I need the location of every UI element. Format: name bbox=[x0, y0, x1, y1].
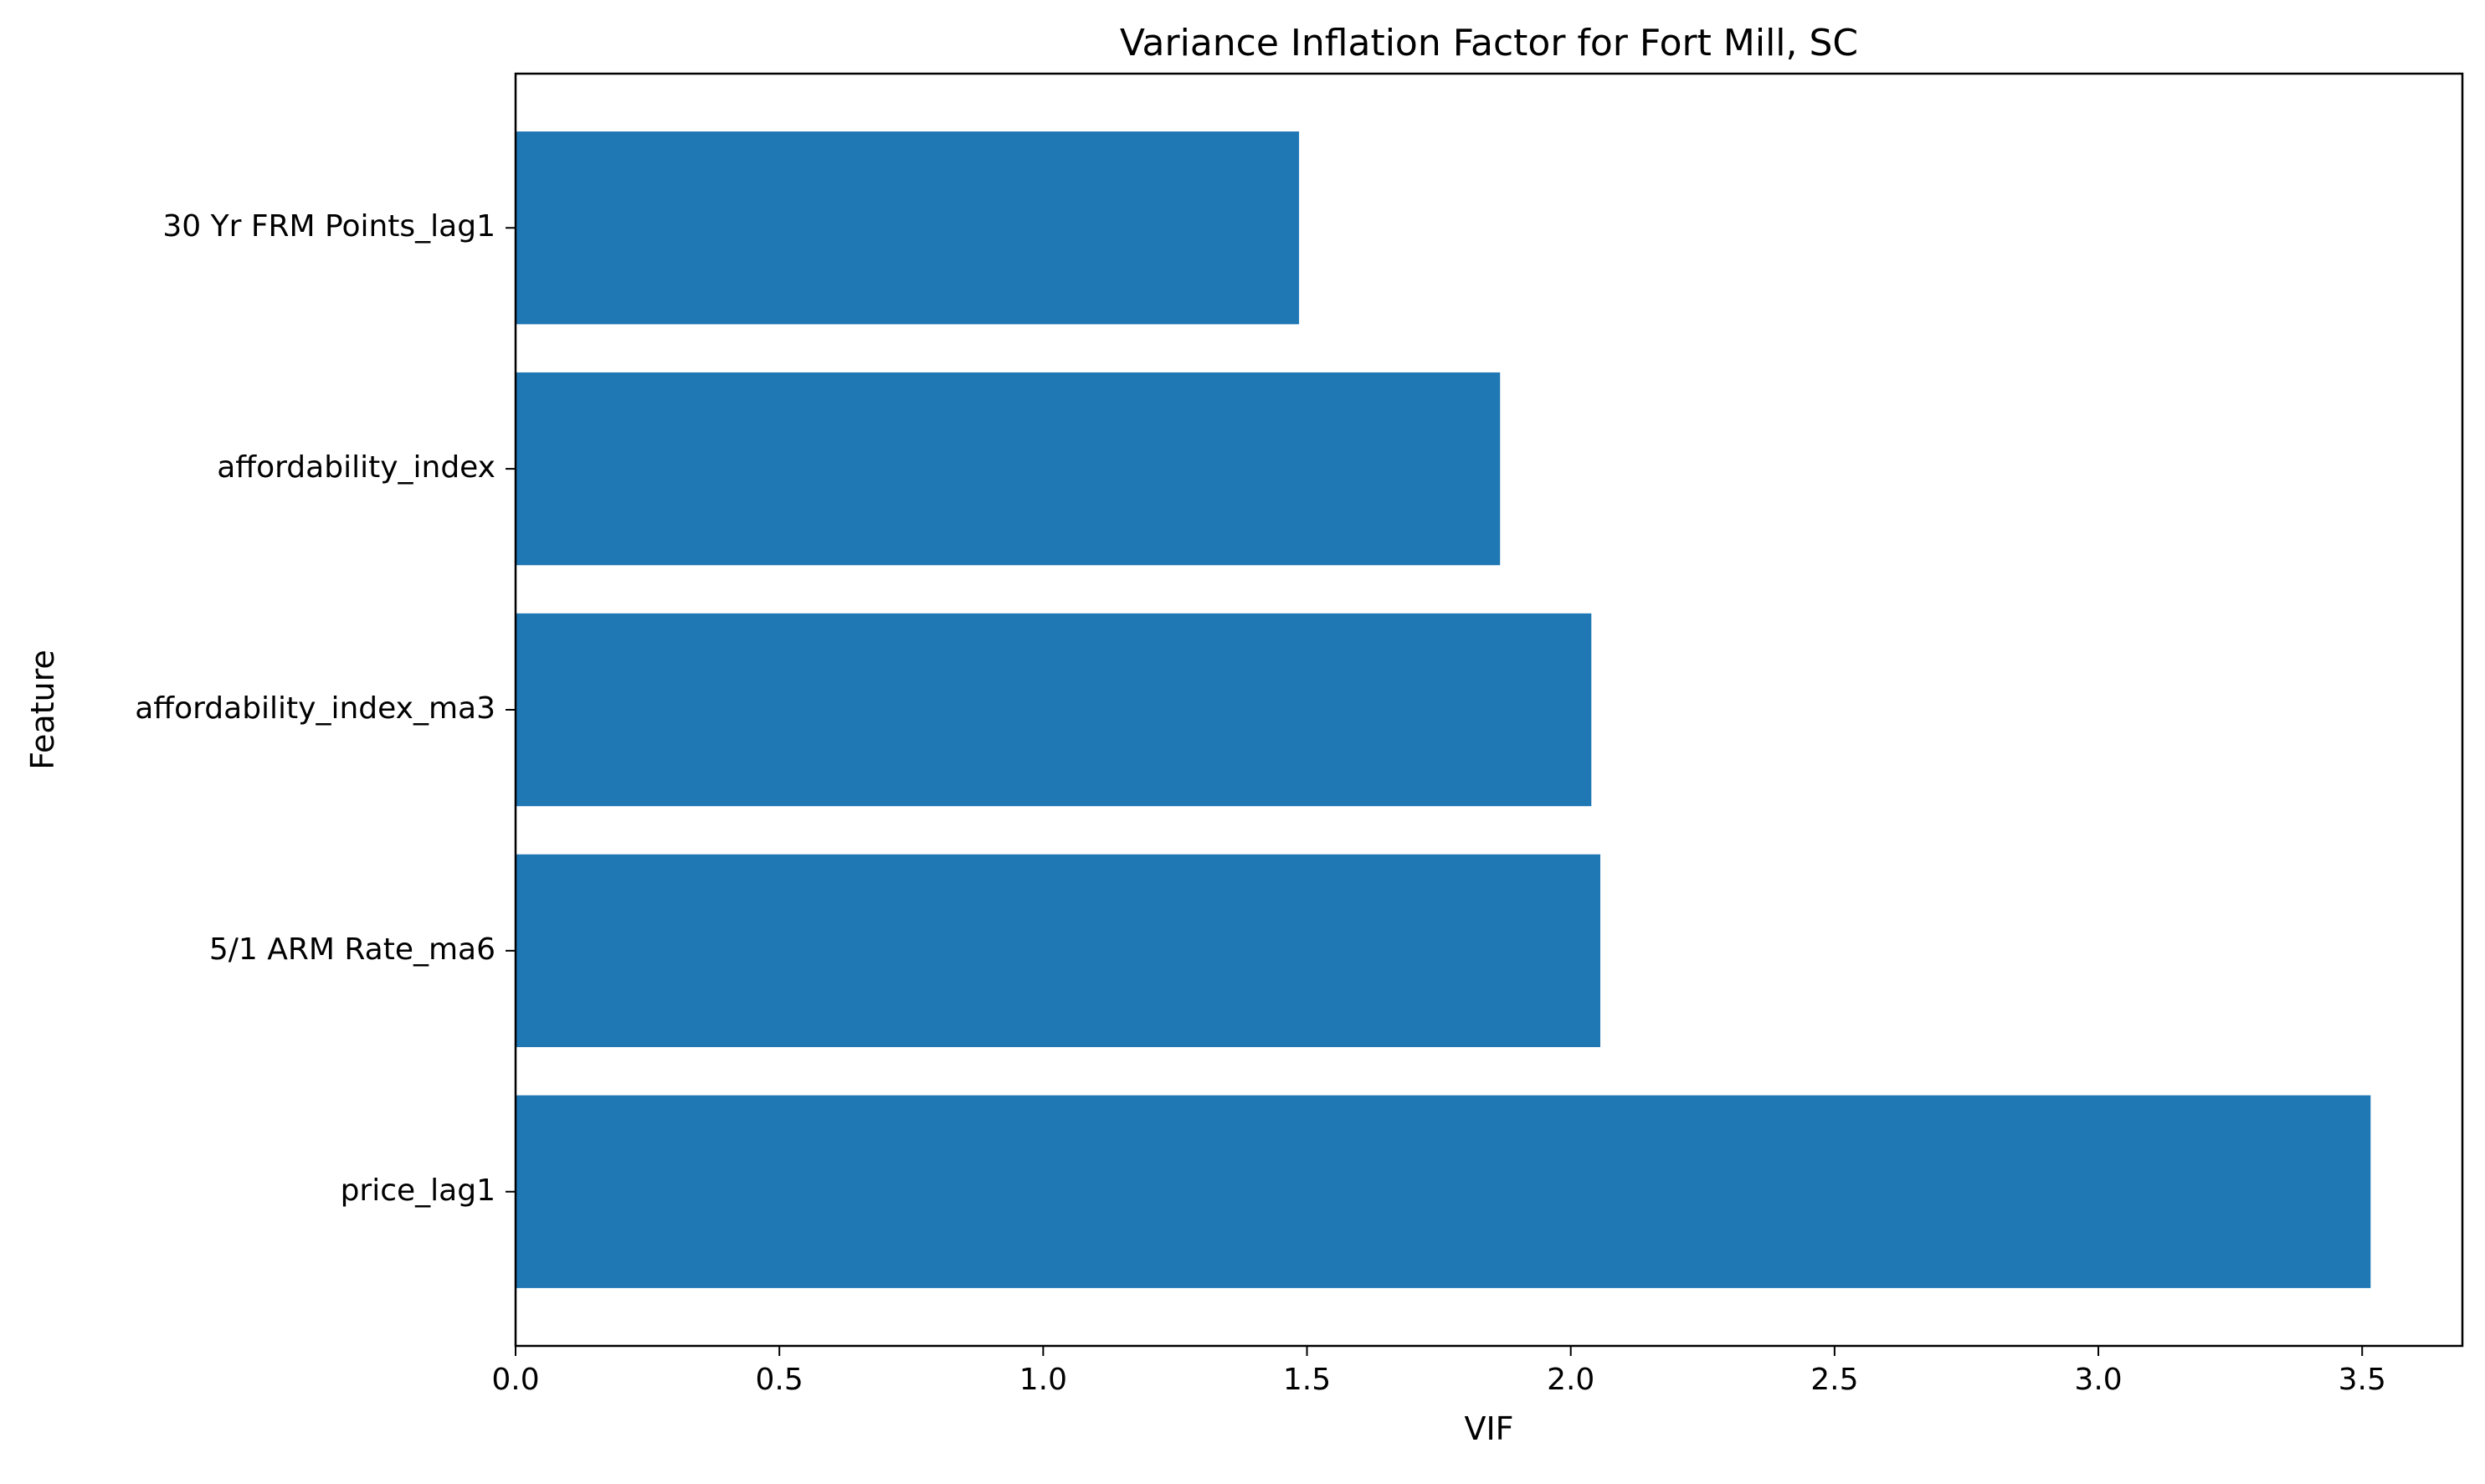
y-tick-label: 5/1 ARM Rate_ma6 bbox=[209, 932, 495, 967]
bars-layer bbox=[516, 131, 2371, 1288]
x-tick-label: 1.5 bbox=[1283, 1363, 1331, 1397]
x-tick-label: 3.0 bbox=[2074, 1363, 2122, 1397]
y-tick-label: 30 Yr FRM Points_lag1 bbox=[162, 209, 495, 244]
chart-title: Variance Inflation Factor for Fort Mill,… bbox=[1120, 22, 1858, 64]
bar-2 bbox=[516, 613, 1592, 807]
plot-frame bbox=[514, 72, 2464, 1348]
x-tick-label: 3.5 bbox=[2339, 1363, 2386, 1397]
y-axis-label: Feature bbox=[24, 650, 61, 770]
bar-1 bbox=[516, 372, 1501, 566]
y-tick-label: affordability_index_ma3 bbox=[135, 691, 495, 726]
x-tick-label: 2.0 bbox=[1547, 1363, 1594, 1397]
y-tick-label: affordability_index bbox=[217, 450, 495, 485]
x-axis-label: VIF bbox=[1464, 1410, 1513, 1447]
bar-3 bbox=[516, 854, 1601, 1048]
ticks-layer: 30 Yr FRM Points_lag1 affordability_index… bbox=[135, 209, 2386, 1397]
x-tick-label: 0.0 bbox=[491, 1363, 539, 1397]
bar-0 bbox=[516, 131, 1300, 325]
y-tick-label: price_lag1 bbox=[341, 1173, 495, 1208]
x-tick-label: 1.0 bbox=[1019, 1363, 1067, 1397]
x-tick-label: 2.5 bbox=[1810, 1363, 1858, 1397]
bar-4 bbox=[516, 1095, 2371, 1288]
x-tick-label: 0.5 bbox=[756, 1363, 804, 1397]
